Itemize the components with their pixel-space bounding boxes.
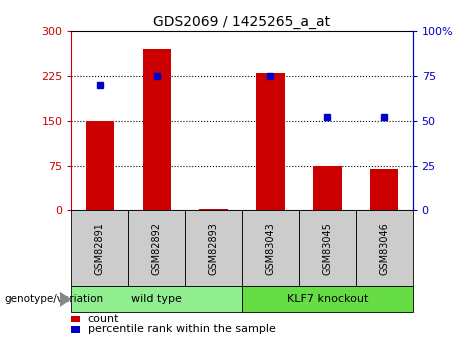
Text: wild type: wild type: [131, 294, 182, 304]
Bar: [242, 286, 413, 312]
Bar: [128, 210, 185, 286]
Text: GSM83045: GSM83045: [322, 222, 332, 275]
Text: genotype/variation: genotype/variation: [5, 294, 104, 304]
Text: KLF7 knockout: KLF7 knockout: [287, 294, 368, 304]
Text: percentile rank within the sample: percentile rank within the sample: [88, 325, 276, 334]
Bar: [185, 210, 242, 286]
Text: GSM82891: GSM82891: [95, 222, 105, 275]
Polygon shape: [60, 292, 71, 307]
Bar: [71, 210, 128, 286]
Bar: [313, 166, 342, 210]
Text: GSM83043: GSM83043: [266, 222, 276, 275]
Bar: [142, 49, 171, 210]
Bar: [86, 121, 114, 210]
Bar: [256, 73, 285, 210]
Text: GSM82893: GSM82893: [208, 222, 219, 275]
Bar: [370, 169, 398, 210]
Title: GDS2069 / 1425265_a_at: GDS2069 / 1425265_a_at: [154, 14, 331, 29]
Bar: [242, 210, 299, 286]
Text: count: count: [88, 314, 119, 324]
Bar: [299, 210, 356, 286]
Bar: [356, 210, 413, 286]
Bar: [71, 286, 242, 312]
Bar: [200, 209, 228, 210]
Text: GSM82892: GSM82892: [152, 222, 162, 275]
Text: GSM83046: GSM83046: [379, 222, 389, 275]
